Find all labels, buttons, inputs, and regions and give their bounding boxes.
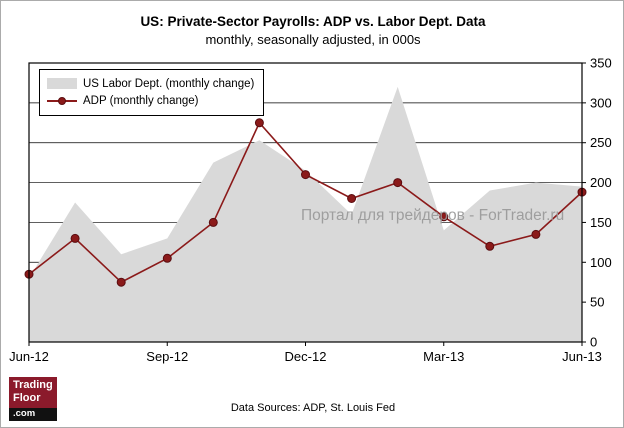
legend-label-adp: ADP (monthly change) xyxy=(83,94,199,107)
adp-marker xyxy=(531,229,541,239)
chart-svg: 0 50 100 150 200 250 300 350 Jun-12 Sep-12 Dec-12 M… xyxy=(9,56,612,365)
y-tick-label: 300 xyxy=(590,95,612,110)
y-tick-label: 0 xyxy=(590,335,597,350)
adp-marker xyxy=(301,170,310,180)
y-tick-label: 200 xyxy=(590,175,612,190)
y-tick-label: 100 xyxy=(590,255,612,270)
adp-marker xyxy=(254,118,264,128)
chart-title: US: Private-Sector Payrolls: ADP vs. Lab… xyxy=(140,14,486,29)
tradingfloor-logo: Trading Floor .com xyxy=(9,377,57,421)
y-tick-label: 150 xyxy=(590,215,612,230)
x-tick-label: Dec-12 xyxy=(285,349,327,364)
adp-marker xyxy=(70,233,80,243)
data-sources-text: Data Sources: ADP, St. Louis Fed xyxy=(230,402,396,414)
logo-com: .com xyxy=(9,408,57,421)
legend-item-adp: ADP (monthly change) xyxy=(47,92,254,109)
legend-label-labor: US Labor Dept. (monthly change) xyxy=(83,77,255,90)
logo-line2: Floor xyxy=(13,392,41,404)
labor-area-swatch-icon xyxy=(47,78,77,89)
x-tick-label: Mar-13 xyxy=(423,349,464,364)
labor-area-series xyxy=(29,86,582,343)
x-tick-label: Jun-12 xyxy=(9,349,49,364)
chart-plot-area: 0 50 100 150 200 250 300 350 Jun-12 Sep-12 Dec-12 M… xyxy=(7,56,619,371)
logo-line1: Trading xyxy=(13,379,53,391)
adp-marker xyxy=(162,253,172,263)
adp-marker xyxy=(347,194,357,203)
chart-legend: US Labor Dept. (monthly change) ADP (mon… xyxy=(39,69,265,116)
adp-marker xyxy=(485,241,495,251)
adp-marker xyxy=(393,178,403,188)
y-tick-label: 250 xyxy=(590,135,612,150)
y-tick-label: 350 xyxy=(590,57,612,71)
x-tick-label: Jun-13 xyxy=(562,349,602,364)
y-tick-label: 50 xyxy=(590,295,604,310)
adp-marker xyxy=(439,212,449,222)
adp-line-swatch-icon xyxy=(47,95,77,106)
adp-marker xyxy=(116,277,126,287)
chart-subtitle: monthly, seasonally adjusted, in 000s xyxy=(205,32,421,47)
legend-item-labor: US Labor Dept. (monthly change) xyxy=(47,75,254,92)
x-tick-label: Sep-12 xyxy=(146,349,188,364)
adp-marker xyxy=(208,217,218,227)
